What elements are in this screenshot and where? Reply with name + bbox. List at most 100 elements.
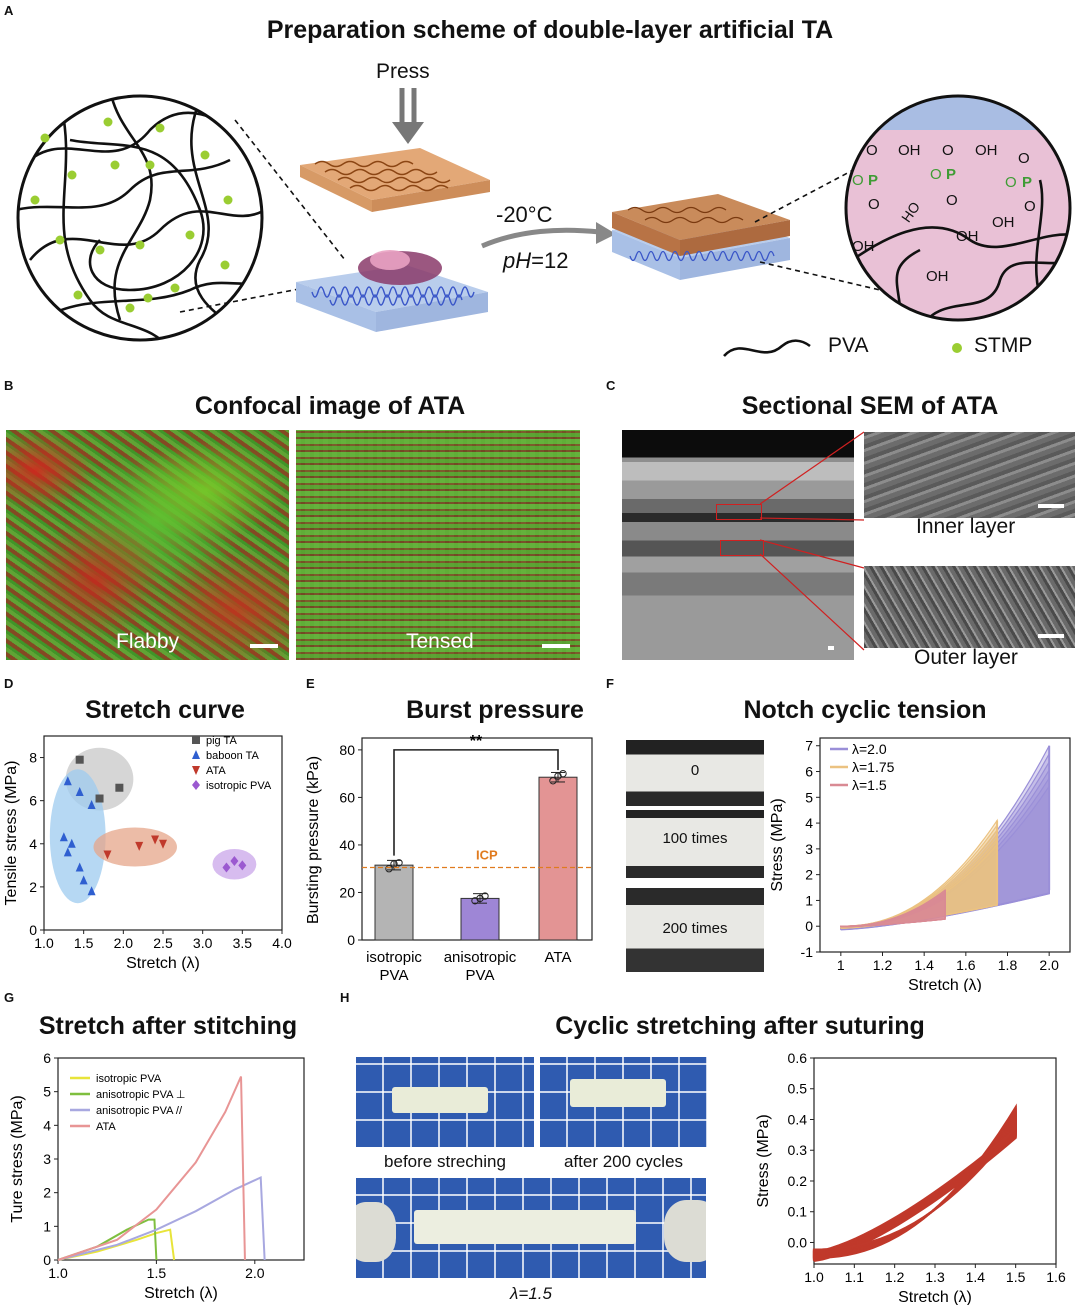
hydroxyl-label: OH [926, 268, 949, 285]
legend-entry: λ=1.5 [852, 777, 887, 793]
cyclic-stretching-chart: 1.0 1.1 1.2 1.3 1.4 1.5 1.6 0.0 0.1 0.2 0.3 0.4 0.5 0… [755, 1050, 1066, 1305]
x-tick-label: 4.0 [272, 935, 292, 951]
y-tick-label: 20 [339, 884, 355, 900]
y-tick-label: 1 [805, 892, 813, 908]
x-axis-label: Stretch (λ) [126, 955, 200, 972]
panel-letter-f: F [606, 676, 614, 691]
y-tick-label: 0 [805, 918, 813, 934]
cyclic-loop [812, 1122, 1017, 1254]
y-tick-label: 2 [805, 867, 813, 883]
scale-bar [250, 644, 278, 648]
y-tick-label: 0.4 [788, 1111, 808, 1127]
y-tick-label: 0.6 [788, 1050, 808, 1066]
temperature-label: -20°C [496, 202, 553, 227]
x-tick-label: 1.4 [914, 957, 934, 973]
significance-label: ** [470, 733, 483, 750]
tensed-label: Tensed [406, 630, 474, 653]
y-tick-label: 0.3 [788, 1142, 808, 1158]
y-tick-label: 0.0 [788, 1234, 808, 1250]
notch-photo-200: 200 times [626, 888, 764, 972]
x-axis-label: Stretch (λ) [144, 1285, 218, 1302]
legend-stmp-label: STMP [974, 334, 1033, 357]
y-tick-label: 0 [347, 932, 355, 948]
y-tick-label: 7 [805, 738, 813, 754]
panel-b-title: Confocal image of ATA [194, 392, 466, 420]
burst-pressure-chart: 0 20 40 60 80 Bursting pressure (kPa) isotropi… [305, 733, 593, 984]
panel-c-title: Sectional SEM of ATA [741, 392, 999, 420]
cycle-count-label: 200 times [662, 920, 728, 937]
scale-bar [828, 646, 834, 650]
stmp-legend-icon [952, 343, 962, 353]
x-tick-label: 1.0 [48, 1265, 68, 1281]
y-axis-label: Ture stress (MPa) [9, 1095, 26, 1222]
y-tick-label: 3 [43, 1151, 51, 1167]
data-point [75, 755, 84, 764]
hydroxyl-label: OH [992, 214, 1015, 231]
y-tick-label: 4 [43, 1117, 51, 1133]
x-tick-label: 2.0 [114, 935, 134, 951]
sample-strip [414, 1210, 636, 1244]
data-point [549, 777, 557, 785]
y-tick-label: 5 [805, 789, 813, 805]
notch-photo-100: 100 times [626, 810, 764, 878]
legend-entry: λ=1.75 [852, 759, 895, 775]
x-tick-label: 2.0 [1039, 957, 1059, 973]
y-tick-label: 3 [805, 841, 813, 857]
data-point [192, 766, 200, 775]
notch-photo-0: 0 [626, 740, 764, 806]
data-point [63, 847, 72, 857]
cyclic-loop [812, 1103, 1017, 1262]
outer-layer-label: Outer layer [914, 646, 1018, 669]
panel-f-title: Notch cyclic tension [743, 696, 987, 724]
after-cycles-label: after 200 cycles [563, 1152, 684, 1171]
stress-curve [57, 1175, 266, 1261]
data-point [385, 865, 393, 873]
sem-outer-layer-image [864, 566, 1075, 648]
y-tick-label: 0.5 [788, 1081, 808, 1097]
process-arrow-icon [596, 222, 616, 244]
category-label: ATA [545, 949, 572, 966]
y-tick-label: 2 [43, 1185, 51, 1201]
hydroxyl-label: OH [975, 142, 998, 159]
stretch-curve-chart: 1.0 1.5 2.0 2.5 3.0 3.5 4.0 0 2 4 6 8 Stretch (λ) Ten… [3, 735, 292, 972]
legend-entry: isotropic PVA [206, 780, 272, 792]
x-tick-label: 1.6 [1046, 1269, 1066, 1285]
cycle-count-label: 0 [690, 762, 700, 779]
x-tick-label: 1.2 [873, 957, 893, 973]
phosphorus-label: P [946, 166, 957, 183]
pva-network-circle [16, 94, 264, 342]
x-axis-label: Stretch (λ) [898, 1289, 972, 1305]
x-tick-label: 1.6 [956, 957, 976, 973]
sample-strip [570, 1079, 666, 1107]
y-tick-label: 0 [43, 1252, 51, 1268]
x-axis-label: Stretch (λ) [908, 977, 982, 992]
legend-entry: λ=2.0 [852, 741, 887, 757]
y-tick-label: 4 [805, 815, 813, 831]
x-tick-label: 1.5 [1006, 1269, 1026, 1285]
data-point [559, 769, 567, 778]
x-tick-label: 1.5 [74, 935, 94, 951]
y-tick-label: -1 [801, 944, 814, 960]
category-label: PVA [466, 967, 495, 984]
data-point [481, 892, 489, 900]
y-axis-label: Stress (MPa) [755, 1114, 772, 1207]
data-point [395, 859, 403, 867]
glove-right [664, 1200, 706, 1262]
category-label: anisotropic [444, 949, 517, 966]
x-tick-label: 1.1 [845, 1269, 865, 1285]
scale-bar [1038, 504, 1064, 508]
x-tick-label: 1.4 [966, 1269, 986, 1285]
y-axis-label: Stress (MPa) [769, 798, 786, 891]
bar [538, 776, 578, 941]
data-point [75, 862, 84, 872]
data-point [151, 835, 160, 845]
pva-legend-icon [723, 339, 811, 357]
cyclic-loop [812, 1116, 1017, 1257]
legend-entry: ATA [206, 765, 226, 777]
cyclic-loop [812, 1105, 1017, 1261]
data-point [238, 860, 247, 871]
stretch-after-stitching-chart: 1.0 1.5 2.0 0 1 2 3 4 5 6 Stretch (λ) Ture stress (… [9, 1050, 305, 1302]
oxygen-label: O [866, 142, 878, 159]
panel-letter-h: H [340, 990, 350, 1005]
cyclic-loop [812, 1111, 1017, 1259]
